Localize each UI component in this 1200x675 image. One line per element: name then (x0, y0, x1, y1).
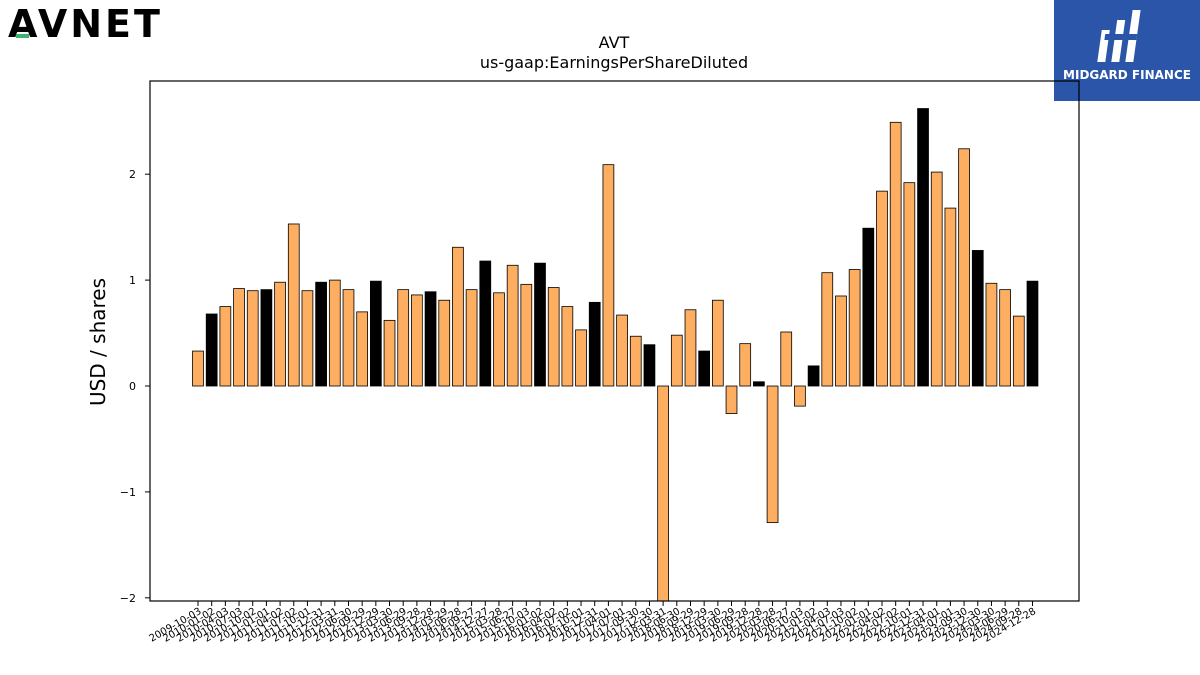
bar-2011-04-02 (274, 281, 286, 387)
bar-2011-01-01 (260, 289, 273, 387)
chart-subtitle: us-gaap:EarningsPerShareDiluted (480, 53, 748, 72)
bar-2011-10-01 (301, 290, 314, 387)
bar-2013-12-28 (424, 291, 437, 387)
bar-2014-09-27 (465, 289, 478, 387)
bar-2017-12-30 (643, 344, 656, 387)
bar-2010-07-03 (233, 288, 245, 387)
bar-2013-09-28 (411, 294, 423, 387)
bar-2018-06-30 (670, 334, 683, 387)
bar-2022-04-02 (876, 190, 888, 387)
plot-frame (149, 80, 1080, 602)
bar-2020-10-03 (794, 385, 806, 407)
bar-2019-06-29 (725, 385, 738, 414)
bar-2016-12-31 (588, 301, 601, 387)
bar-2024-06-29 (999, 289, 1011, 387)
bar-2012-03-31 (328, 279, 341, 387)
bar-2015-10-03 (520, 283, 533, 387)
bar-2023-07-01 (944, 207, 957, 387)
bar-2022-07-02 (889, 121, 902, 387)
bar-2023-04-01 (930, 171, 943, 387)
bar-2019-03-30 (711, 299, 724, 387)
bar-2010-04-03 (219, 306, 232, 387)
bar-2021-01-02 (807, 365, 820, 387)
bar-2022-12-31 (917, 108, 929, 387)
bar-2010-10-02 (246, 290, 259, 387)
bar-2017-09-30 (629, 335, 642, 387)
bar-2019-09-28 (739, 343, 752, 387)
bar-2021-10-02 (848, 269, 861, 387)
bar-2023-12-30 (971, 250, 984, 387)
bar-2015-03-28 (493, 292, 505, 387)
y-tick-label: 2 (129, 168, 136, 181)
bar-2011-07-02 (287, 223, 300, 387)
y-tick-label: −1 (120, 486, 136, 499)
bar-2018-09-29 (684, 309, 697, 387)
bar-2010-01-02 (205, 313, 218, 387)
chart-title: AVT (599, 33, 630, 52)
bar-2016-01-02 (534, 262, 546, 387)
bar-2009-10-03 (192, 350, 204, 387)
x-axis-ticks: 2009-10-032010-01-022010-04-032010-07-03… (148, 601, 1038, 645)
bar-2015-06-27 (506, 264, 519, 387)
bar-2014-12-27 (479, 260, 492, 387)
bar-2011-12-31 (315, 281, 327, 387)
bar-2021-07-03 (835, 295, 847, 387)
midgard-finance-emblem-icon (1097, 10, 1141, 62)
avnet-logo-accent (16, 34, 29, 38)
bar-2018-03-31 (657, 385, 669, 602)
bar-2016-07-02 (561, 306, 574, 387)
bar-2024-12-28 (1026, 280, 1039, 387)
bar-2017-04-01 (602, 164, 615, 387)
bar-2013-06-29 (397, 289, 410, 387)
bar-2013-03-30 (383, 319, 396, 387)
y-tick-label: 0 (129, 380, 136, 393)
bar-2014-03-29 (438, 299, 451, 387)
avnet-logo-text: AVNET (8, 4, 163, 44)
bar-2014-06-28 (452, 246, 464, 387)
bar-2019-12-28 (753, 381, 765, 387)
bar-2023-09-30 (958, 148, 970, 387)
bar-2024-09-28 (1012, 315, 1025, 387)
bar-2024-03-30 (985, 282, 998, 387)
avnet-logo-mark: AVNET (8, 2, 163, 46)
bar-2016-10-01 (575, 329, 587, 387)
bar-2022-01-01 (862, 227, 875, 387)
avnet-logo: AVNET (8, 2, 188, 46)
y-tick-label: −2 (120, 592, 136, 605)
midgard-finance-logo-text: MIDGARD FINANCE (1063, 68, 1191, 82)
bar-2012-12-29 (369, 280, 382, 387)
bar-2021-04-03 (821, 272, 834, 387)
bar-2012-09-29 (356, 311, 369, 387)
bar-2022-10-01 (903, 182, 916, 387)
bar-2012-06-30 (342, 289, 355, 387)
bar-2017-07-01 (616, 314, 628, 387)
midgard-finance-logo: MIDGARD FINANCE (1054, 0, 1200, 101)
bars-group (192, 108, 1039, 602)
y-axis-ticks: −2 −1 0 1 2 (120, 168, 150, 605)
bar-2020-06-27 (780, 331, 793, 387)
y-tick-label: 1 (129, 274, 136, 287)
bar-2018-12-29 (698, 350, 711, 387)
bar-2016-04-02 (547, 287, 560, 387)
bar-2020-03-28 (766, 385, 779, 524)
y-axis-label: USD / shares (86, 278, 110, 406)
